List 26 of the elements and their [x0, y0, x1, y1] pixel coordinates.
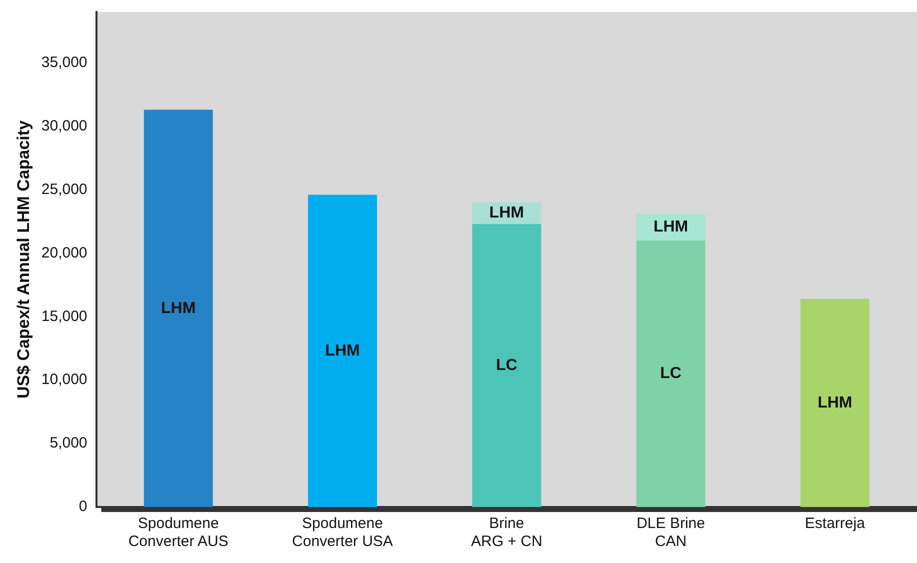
- x-tick-label: Estarreja: [804, 515, 866, 532]
- y-tick-label: 15,000: [41, 308, 88, 325]
- text: LHM: [818, 394, 852, 412]
- bar: [144, 110, 213, 507]
- x-tick-label: DLE Brine CAN: [636, 515, 705, 550]
- y-axis-title: US$ Capex/t Annual LHM Capacity: [14, 120, 33, 399]
- y-tick-label: 10,000: [41, 371, 88, 388]
- bar: [308, 194, 377, 507]
- y-tick-label: 0: [78, 498, 88, 516]
- text: LHM: [161, 300, 196, 317]
- y-tick-label: 30,000: [41, 117, 88, 134]
- bar: [636, 240, 706, 507]
- series-label: LHM: [489, 204, 524, 222]
- bar: [800, 298, 870, 507]
- text: LHM: [653, 218, 688, 236]
- text: LHM: [325, 342, 360, 360]
- text: LC: [496, 356, 518, 374]
- x-tick-label: Spodumene Converter AUS: [128, 515, 228, 550]
- bar: [472, 224, 542, 507]
- x-tick-label: Brine ARG + CN: [471, 515, 542, 550]
- y-tick-label: 35,000: [41, 54, 88, 71]
- x-tick-label: Spodumene Converter USA: [292, 515, 393, 550]
- y-tick-label: 25,000: [41, 180, 88, 198]
- y-tick-label: 20,000: [41, 244, 88, 262]
- y-tick-label: 5,000: [50, 434, 88, 452]
- series-label: LC: [660, 365, 682, 382]
